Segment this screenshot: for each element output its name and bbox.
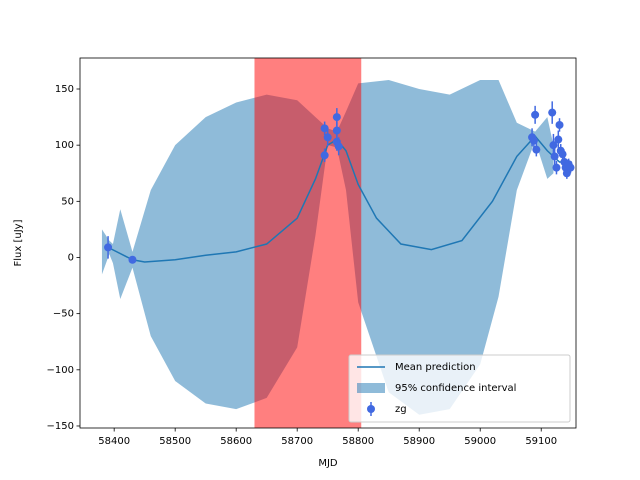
y-tick-label: 150 (55, 84, 74, 95)
mean-line (107, 135, 572, 263)
legend-swatch (367, 405, 375, 413)
data-point (323, 133, 332, 142)
data-point (334, 142, 343, 151)
data-point (529, 136, 538, 145)
data-point (532, 145, 541, 154)
highlight-span (254, 58, 362, 428)
data-point (320, 124, 329, 133)
legend-label: zg (395, 404, 407, 415)
y-tick-label: 50 (61, 196, 74, 207)
data-point (320, 151, 329, 160)
data-point (555, 120, 564, 129)
x-tick-label: 59000 (464, 436, 496, 447)
data-point (531, 110, 540, 119)
data-point (566, 163, 575, 172)
data-point (332, 113, 341, 122)
data-point (549, 141, 558, 150)
legend-box (348, 354, 571, 423)
y-tick-label: −50 (53, 309, 74, 320)
data-point (548, 108, 557, 117)
x-axis-label: MJD (318, 458, 338, 469)
y-tick-label: −100 (47, 365, 74, 376)
legend-swatch (357, 383, 385, 393)
axes-frame (79, 57, 577, 429)
x-tick-label: 58500 (159, 436, 191, 447)
data-point (128, 255, 137, 264)
plot-area (101, 58, 575, 428)
legend-label: 95% confidence interval (395, 383, 516, 394)
data-point (554, 135, 563, 144)
x-tick-label: 58800 (342, 436, 374, 447)
data-point (104, 243, 113, 252)
x-tick-label: 58400 (98, 436, 130, 447)
x-tick-label: 59100 (525, 436, 557, 447)
data-point (552, 163, 561, 172)
data-point (550, 152, 559, 161)
legend-label: Mean prediction (395, 362, 476, 373)
x-tick-label: 58900 (403, 436, 435, 447)
y-tick-label: 100 (55, 140, 74, 151)
confidence-band (101, 80, 554, 415)
x-tick-label: 58700 (281, 436, 313, 447)
y-tick-label: 0 (68, 252, 74, 263)
data-point (558, 150, 567, 159)
y-tick-label: −150 (47, 421, 74, 432)
data-point (332, 126, 341, 135)
x-tick-label: 58600 (220, 436, 252, 447)
y-axis-label: Flux [uJy] (13, 219, 24, 266)
